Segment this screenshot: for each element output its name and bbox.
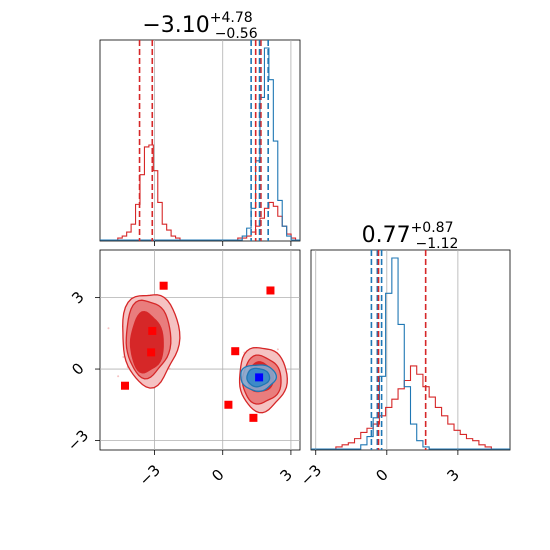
histogram-x-title-lower: −0.56 xyxy=(215,26,258,42)
p2-series-0 xyxy=(311,365,510,450)
histogram-y-series xyxy=(311,257,510,450)
p2-series-1 xyxy=(311,257,510,450)
scatter-xy-markers xyxy=(121,281,275,422)
histogram-y-title: 0.77+0.87 −1.12 xyxy=(362,220,459,252)
scatter-xy-sample-46 xyxy=(117,375,120,378)
scatter-xy-marker-3 xyxy=(147,348,156,357)
histogram-x-title-upper: +4.78 xyxy=(210,10,253,26)
scatter-xy-xticklabel-1: 0 xyxy=(208,466,227,485)
histogram-y-quantiles xyxy=(370,250,427,450)
scatter-xy-sample-14 xyxy=(107,327,110,330)
scatter-xy-sample-9 xyxy=(276,348,279,351)
histogram-y-panel: −3 0 3 0.77+0.87 −1.12 xyxy=(297,220,511,489)
histogram-y-title-upper: +0.87 xyxy=(411,220,454,236)
histogram-x-quantiles xyxy=(138,40,269,241)
scatter-xy-sample-68 xyxy=(122,355,125,358)
scatter-xy-yticklabel-1: 0 xyxy=(68,359,87,378)
scatter-xy-yticklabel-0: −3 xyxy=(64,426,92,454)
histogram-y-title-value: 0.77 xyxy=(362,223,411,248)
histogram-x-panel: −303 −3.10+4.78−0.56 xyxy=(99,10,301,280)
p2-ticklabel-2: 3 xyxy=(443,466,462,485)
histogram-y-title-lower: −1.12 xyxy=(415,236,458,252)
scatter-xy-xticklabel-0: −3 xyxy=(136,461,164,489)
scatter-xy-marker-0 xyxy=(159,281,168,290)
p2-ticklabel-1: 0 xyxy=(372,466,391,485)
scatter-xy-panel: −3 0 3 −3 0 3 xyxy=(64,249,301,489)
p1-series-1 xyxy=(100,47,300,241)
histogram-y-ticks: −3 0 3 xyxy=(297,450,463,489)
scatter-xy-marker-5 xyxy=(121,381,129,390)
scatter-xy-marker-2 xyxy=(148,326,157,335)
histogram-x-grid xyxy=(154,40,292,241)
scatter-xy-marker-1 xyxy=(266,286,275,295)
scatter-xy-marker-4 xyxy=(231,347,240,356)
histogram-x-series xyxy=(100,47,300,241)
p2-ticklabel-0: −3 xyxy=(297,461,325,489)
scatter-xy-marker-6 xyxy=(224,400,233,409)
histogram-y-grid xyxy=(315,250,459,450)
contour-left-inner xyxy=(129,310,164,374)
histogram-x-frame xyxy=(99,39,301,242)
scatter-xy-xticklabel-2: 3 xyxy=(276,466,295,485)
histogram-x-title-value: −3.10 xyxy=(142,13,209,38)
histogram-x-title: −3.10+4.78 −0.56 xyxy=(142,10,257,42)
scatter-xy-yticklabel-2: 3 xyxy=(68,288,87,307)
scatter-xy-sample-60 xyxy=(168,367,171,370)
scatter-xy-truth-marker xyxy=(255,373,264,382)
scatter-xy-marker-7 xyxy=(249,413,258,422)
